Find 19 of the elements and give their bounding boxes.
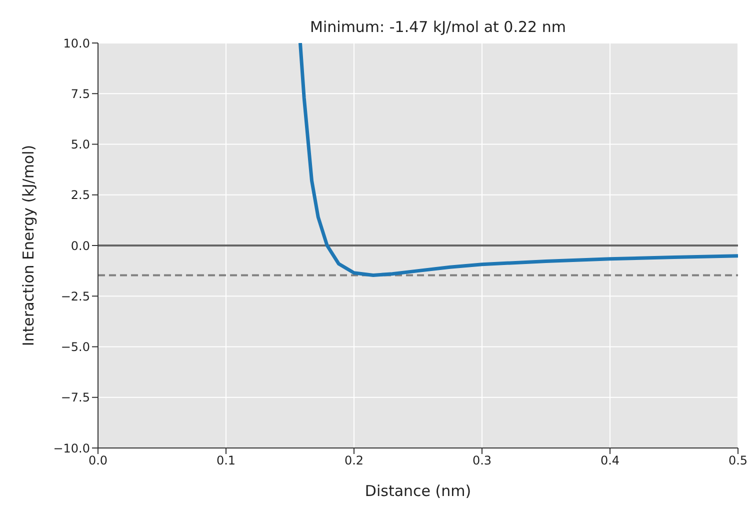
x-tick-label: 0.2 [344, 454, 364, 468]
y-axis-title: Interaction Energy (kJ/mol) [19, 144, 38, 346]
y-tick-label: −2.5 [60, 289, 90, 304]
x-axis-title: Distance (nm) [364, 482, 472, 500]
y-tick-label: 5.0 [70, 138, 90, 152]
y-tick-label: −10.0 [53, 441, 90, 456]
x-tick-label: 0.4 [600, 454, 620, 468]
x-tick-label: 0.3 [472, 454, 492, 468]
x-tick-label: 0.1 [216, 454, 236, 468]
y-tick-label: −7.5 [60, 390, 90, 405]
y-tick-label: 7.5 [70, 86, 90, 101]
line-series [298, 43, 738, 278]
y-tick-label: 2.5 [70, 188, 90, 202]
x-tick-label: 0.0 [88, 454, 108, 468]
y-tick-label: −5.0 [60, 340, 90, 354]
y-tick-label: 10.0 [63, 36, 90, 50]
x-tick-label: 0.5 [728, 454, 748, 468]
y-tick-label: 0.0 [70, 238, 90, 253]
chart-title: Minimum: -1.47 kJ/mol at 0.22 nm [310, 18, 566, 36]
